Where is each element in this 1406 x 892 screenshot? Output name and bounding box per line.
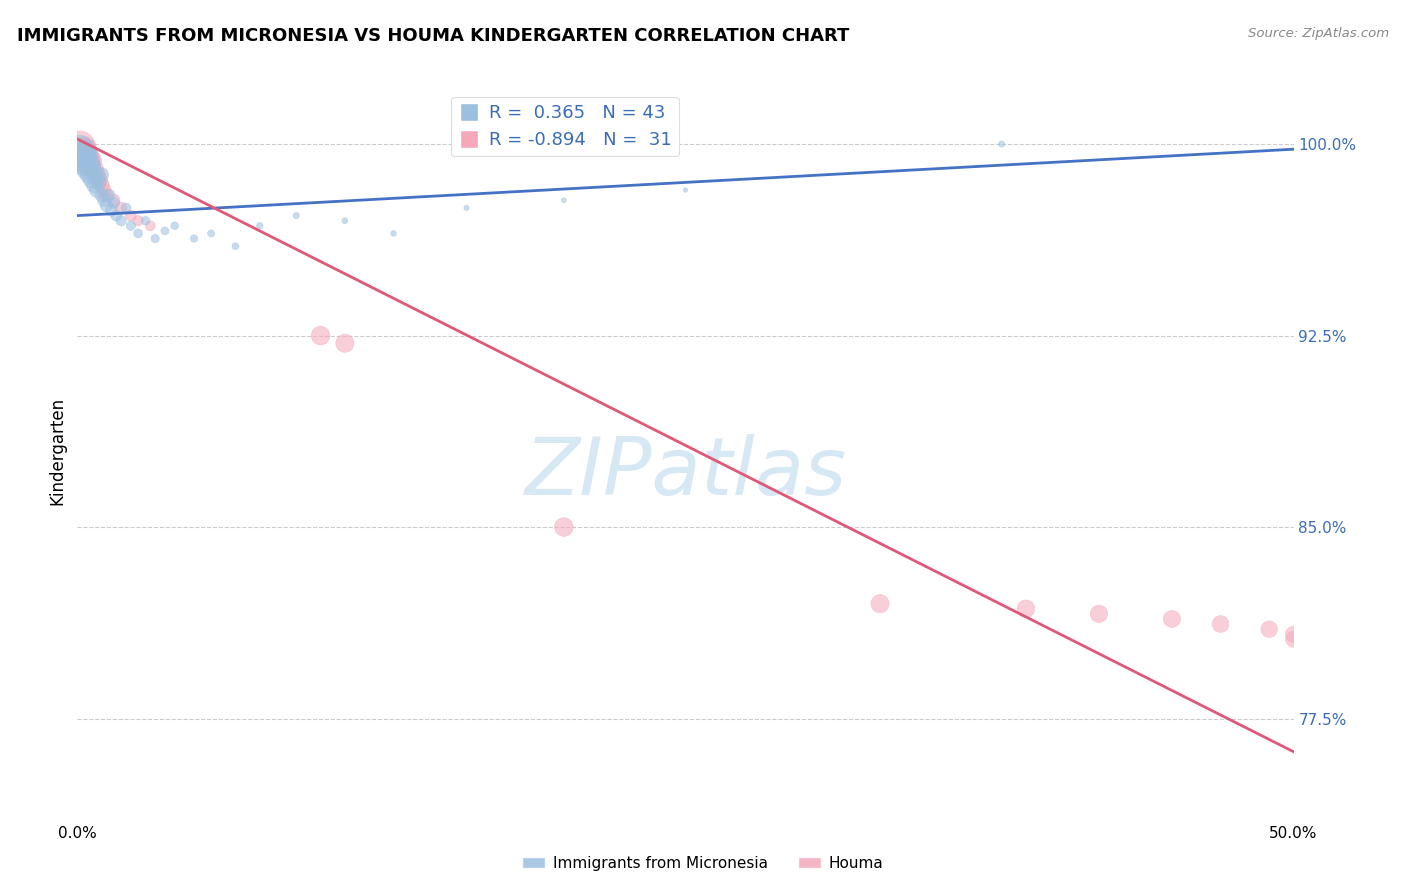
Point xyxy=(139,219,162,233)
Point xyxy=(1209,617,1232,632)
Point xyxy=(103,194,125,208)
Point xyxy=(89,175,111,189)
Point xyxy=(93,183,115,197)
Point xyxy=(675,183,697,197)
Point xyxy=(86,168,108,182)
Point xyxy=(76,147,98,161)
Point xyxy=(79,155,101,169)
Text: IMMIGRANTS FROM MICRONESIA VS HOUMA KINDERGARTEN CORRELATION CHART: IMMIGRANTS FROM MICRONESIA VS HOUMA KIND… xyxy=(17,27,849,45)
Point xyxy=(153,224,176,238)
Point xyxy=(80,155,103,169)
Point xyxy=(73,145,96,159)
Point xyxy=(120,219,142,233)
Point xyxy=(69,139,91,153)
Point xyxy=(76,150,98,164)
Point xyxy=(70,147,93,161)
Point xyxy=(285,209,308,223)
Point xyxy=(309,328,332,343)
Legend: R =  0.365   N = 43, R = -0.894   N =  31: R = 0.365 N = 43, R = -0.894 N = 31 xyxy=(451,96,679,156)
Point xyxy=(79,168,101,182)
Point xyxy=(333,336,356,351)
Point xyxy=(249,219,271,233)
Point xyxy=(553,520,575,534)
Point xyxy=(73,142,96,156)
Point xyxy=(115,201,138,215)
Point xyxy=(553,194,575,208)
Point xyxy=(89,173,111,187)
Point xyxy=(1015,601,1038,615)
Point xyxy=(382,227,405,241)
Point xyxy=(70,153,93,167)
Point xyxy=(96,198,118,212)
Point xyxy=(90,168,112,182)
Point xyxy=(86,183,108,197)
Point xyxy=(1282,632,1305,647)
Point xyxy=(200,227,222,241)
Point xyxy=(110,201,132,215)
Text: Source: ZipAtlas.com: Source: ZipAtlas.com xyxy=(1249,27,1389,40)
Point xyxy=(80,160,103,174)
Point xyxy=(1088,607,1111,621)
Point xyxy=(1258,622,1281,636)
Point xyxy=(96,188,118,202)
Point xyxy=(70,150,93,164)
Point xyxy=(224,239,246,253)
Point xyxy=(163,219,186,233)
Point xyxy=(93,194,115,208)
Point xyxy=(333,213,356,227)
Text: ZIPatlas: ZIPatlas xyxy=(524,434,846,512)
Point xyxy=(70,145,93,159)
Point xyxy=(90,188,112,202)
Point xyxy=(110,213,132,227)
Point xyxy=(103,195,125,210)
Point xyxy=(1282,627,1305,641)
Point xyxy=(869,597,891,611)
Point xyxy=(183,231,205,245)
Point xyxy=(990,137,1012,152)
Point xyxy=(69,142,91,156)
Point xyxy=(120,209,142,223)
Point xyxy=(83,162,105,177)
Point xyxy=(143,231,166,245)
Point xyxy=(456,201,478,215)
Point xyxy=(73,157,96,171)
Point xyxy=(1161,612,1184,626)
Point xyxy=(76,162,98,177)
Legend: Immigrants from Micronesia, Houma: Immigrants from Micronesia, Houma xyxy=(516,850,890,877)
Point xyxy=(83,178,105,192)
Point xyxy=(90,178,112,192)
Point xyxy=(105,209,128,223)
Point xyxy=(86,170,108,185)
Point xyxy=(134,213,156,227)
Point xyxy=(79,153,101,167)
Point xyxy=(83,165,105,179)
Point xyxy=(100,203,122,218)
Point xyxy=(73,155,96,169)
Point xyxy=(127,213,149,227)
Point xyxy=(127,227,149,241)
Point xyxy=(97,188,120,202)
Point xyxy=(80,173,103,187)
Y-axis label: Kindergarten: Kindergarten xyxy=(48,396,66,505)
Point xyxy=(79,160,101,174)
